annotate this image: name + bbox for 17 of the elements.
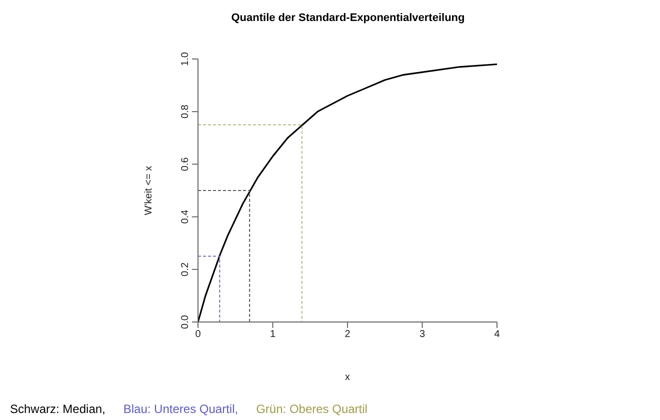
x-tick-label: 3 xyxy=(419,329,426,340)
y-tick-label: 0.8 xyxy=(180,104,191,119)
y-tick-label: 0.4 xyxy=(180,209,191,224)
text: Grün: Oberes Quartil xyxy=(256,402,368,416)
text: Blau: Unteres Quartil, xyxy=(123,402,238,416)
y-tick-label: 0.2 xyxy=(180,262,191,276)
x-tick-label: 1 xyxy=(270,329,276,340)
x-axis-title: x xyxy=(345,372,350,383)
text: Schwarz: Median, xyxy=(10,402,106,416)
y-axis-title: W'keit <= x xyxy=(144,166,155,216)
y-tick-label: 0.6 xyxy=(180,156,191,172)
x-tick-label: 4 xyxy=(494,329,500,340)
chart-title: Quantile der Standard-Exponentialverteilung xyxy=(230,12,466,24)
y-tick-label: 0.0 xyxy=(180,314,191,329)
x-tick-label: 0 xyxy=(195,329,202,340)
x-tick-label: 2 xyxy=(344,329,351,340)
y-tick-label: 1.0 xyxy=(180,52,191,66)
